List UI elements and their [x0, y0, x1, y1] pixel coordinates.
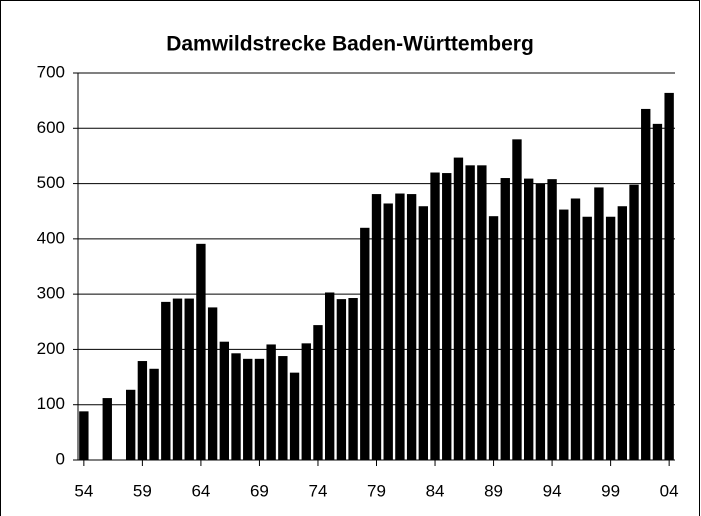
y-tick-label: 0	[56, 449, 65, 468]
bar	[512, 139, 522, 461]
bar	[477, 165, 487, 460]
bar	[430, 172, 440, 460]
bar	[664, 92, 674, 460]
bar	[231, 353, 241, 460]
bar	[254, 358, 265, 460]
bar	[125, 389, 136, 460]
y-tick-label: 500	[37, 173, 65, 192]
bar	[348, 298, 358, 460]
bar	[102, 398, 112, 460]
x-tick-label: 94	[543, 481, 562, 500]
bar	[360, 227, 370, 460]
bar	[406, 194, 417, 460]
x-tick-label: 74	[309, 481, 328, 500]
x-tick-label: 59	[133, 481, 152, 500]
bar	[137, 361, 148, 460]
bar	[488, 216, 499, 460]
bar	[207, 307, 218, 460]
bar	[371, 194, 382, 460]
bar	[219, 341, 230, 460]
bar	[196, 243, 206, 460]
y-tick-label: 700	[37, 62, 65, 81]
bar	[172, 298, 183, 460]
chart-title: Damwildstrecke Baden-Württemberg	[166, 33, 534, 56]
y-tick-label: 600	[37, 118, 65, 137]
bar	[523, 178, 534, 461]
bar	[161, 301, 171, 460]
bar	[652, 123, 663, 460]
x-tick-label: 99	[601, 481, 620, 500]
x-tick-label: 89	[484, 481, 503, 500]
bar	[383, 203, 393, 460]
bar	[547, 179, 557, 461]
y-tick-label: 300	[37, 284, 65, 303]
x-tick-label: 64	[191, 481, 210, 500]
bar	[629, 184, 639, 461]
y-tick-label: 400	[37, 228, 65, 247]
bar	[289, 372, 300, 460]
bar	[278, 356, 288, 460]
bar	[570, 198, 581, 460]
bar	[500, 178, 510, 461]
bar	[582, 216, 592, 460]
bar	[324, 292, 335, 460]
x-tick-label: 04	[660, 481, 679, 500]
bar	[535, 183, 546, 461]
bar	[395, 193, 405, 460]
bar	[594, 187, 604, 461]
bar	[301, 343, 311, 460]
bar	[266, 344, 276, 460]
x-tick-label: 69	[250, 481, 269, 500]
x-tick-label: 79	[367, 481, 386, 500]
x-tick-label: 54	[74, 481, 93, 500]
bar	[617, 206, 628, 460]
bar	[559, 209, 569, 460]
bar	[442, 173, 452, 460]
y-tick-label: 200	[37, 339, 65, 358]
bar	[243, 358, 253, 460]
bar	[149, 368, 159, 460]
bar	[418, 206, 429, 460]
bar	[313, 325, 323, 460]
bar	[465, 165, 475, 460]
bar	[641, 108, 651, 460]
x-tick-label: 84	[426, 481, 445, 500]
bar	[79, 411, 89, 460]
bar	[453, 157, 464, 460]
y-tick-label: 100	[37, 394, 65, 413]
bar	[605, 216, 616, 460]
bar	[336, 299, 347, 460]
bar	[184, 298, 194, 460]
